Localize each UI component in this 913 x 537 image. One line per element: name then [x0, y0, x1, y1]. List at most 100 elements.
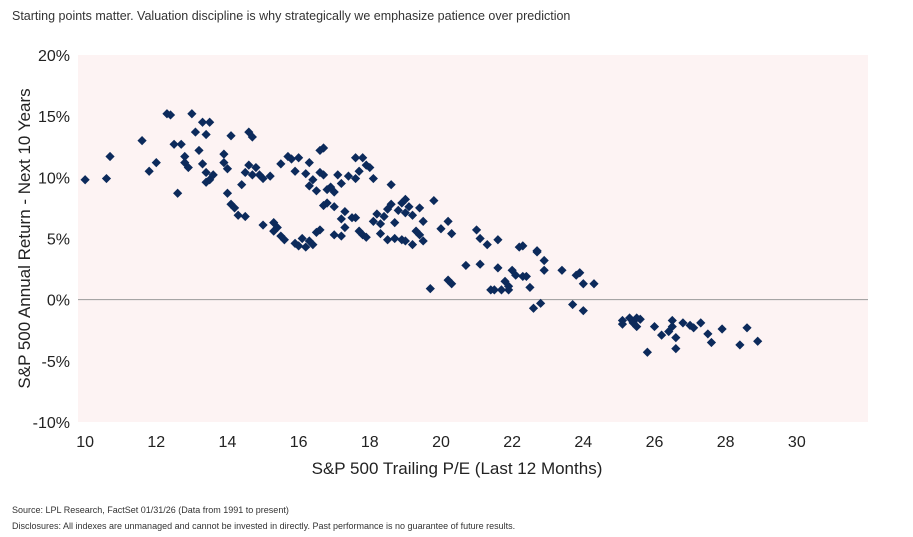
- data-point: [343, 171, 354, 181]
- data-point: [685, 320, 695, 330]
- data-point: [222, 188, 233, 198]
- y-axis-label: S&P 500 Annual Return - Next 10 Years: [15, 88, 34, 388]
- data-point: [657, 330, 667, 340]
- x-tick-label: 20: [432, 434, 450, 451]
- x-tick-label: 12: [147, 434, 165, 451]
- data-point: [201, 177, 211, 187]
- data-point: [297, 233, 307, 244]
- chart-title: Starting points matter. Valuation discip…: [12, 9, 571, 23]
- data-point: [475, 233, 485, 244]
- data-point: [294, 241, 304, 251]
- x-tick-label: 30: [788, 434, 806, 451]
- data-point: [503, 281, 514, 291]
- data-point: [425, 284, 435, 294]
- data-point: [329, 187, 339, 197]
- data-point: [407, 240, 418, 250]
- data-point: [390, 217, 400, 228]
- data-point: [187, 109, 197, 119]
- data-point: [717, 324, 727, 334]
- y-tick-label: 15%: [38, 109, 70, 126]
- data-point: [642, 347, 652, 357]
- data-point: [350, 213, 361, 223]
- data-point: [290, 166, 300, 176]
- data-point: [393, 205, 403, 215]
- data-point: [240, 211, 250, 222]
- data-point: [671, 344, 681, 354]
- data-point: [386, 180, 396, 190]
- data-point: [350, 173, 361, 184]
- data-point: [233, 210, 243, 220]
- data-point: [753, 336, 763, 346]
- data-point: [735, 340, 745, 350]
- data-point: [354, 166, 364, 176]
- data-point: [304, 236, 314, 246]
- x-tick-label: 26: [646, 434, 664, 451]
- data-point: [226, 131, 236, 141]
- data-point: [521, 271, 531, 282]
- data-point: [301, 169, 311, 179]
- disclosures-note: Disclosures: All indexes are unmanaged a…: [12, 521, 516, 531]
- data-point: [375, 229, 386, 239]
- data-point: [493, 235, 503, 245]
- x-tick-label: 22: [503, 434, 521, 451]
- data-point: [240, 167, 250, 178]
- data-point: [169, 139, 179, 149]
- data-point: [443, 216, 453, 226]
- data-point: [219, 149, 229, 159]
- data-point: [219, 158, 229, 168]
- x-tick-label: 18: [361, 434, 379, 451]
- data-point: [265, 171, 275, 181]
- data-point: [183, 162, 193, 173]
- data-points: [80, 109, 763, 357]
- data-point: [294, 153, 304, 163]
- data-point: [361, 232, 371, 242]
- data-point: [197, 159, 208, 169]
- data-point: [304, 181, 314, 191]
- data-point: [208, 170, 218, 180]
- data-point: [336, 214, 346, 224]
- data-point: [190, 127, 201, 137]
- data-point: [318, 200, 329, 211]
- data-point: [368, 173, 378, 184]
- data-point: [336, 231, 346, 241]
- data-point: [229, 203, 240, 213]
- data-point: [568, 299, 578, 310]
- data-point: [706, 337, 717, 348]
- y-tick-label: 20%: [38, 48, 70, 65]
- y-tick-label: 10%: [38, 170, 70, 187]
- data-point: [518, 241, 528, 251]
- data-point: [696, 318, 706, 328]
- data-point: [418, 236, 428, 246]
- data-point: [418, 216, 428, 226]
- data-point: [390, 233, 400, 244]
- data-point: [222, 164, 233, 174]
- data-point: [447, 279, 457, 289]
- x-tick-label: 16: [290, 434, 308, 451]
- data-point: [447, 229, 457, 239]
- data-point: [247, 132, 257, 142]
- data-point: [368, 216, 378, 226]
- data-point: [571, 270, 581, 280]
- data-point: [237, 180, 247, 190]
- data-point: [358, 153, 368, 163]
- data-point: [649, 321, 660, 332]
- data-point: [461, 260, 471, 271]
- data-point: [144, 166, 154, 176]
- data-point: [664, 326, 674, 337]
- data-point: [247, 170, 257, 180]
- data-point: [372, 209, 382, 219]
- data-point: [151, 158, 161, 168]
- data-point: [493, 263, 503, 273]
- data-point: [489, 285, 499, 295]
- data-point: [329, 202, 339, 212]
- y-tick-label: 0%: [47, 293, 70, 310]
- data-point: [671, 332, 681, 343]
- data-point: [415, 230, 425, 240]
- data-point: [251, 162, 261, 173]
- data-point: [539, 255, 549, 266]
- data-point: [482, 240, 492, 250]
- x-tick-label: 28: [717, 434, 735, 451]
- data-point: [350, 153, 361, 163]
- y-tick-label: 5%: [47, 232, 70, 249]
- data-point: [311, 186, 322, 196]
